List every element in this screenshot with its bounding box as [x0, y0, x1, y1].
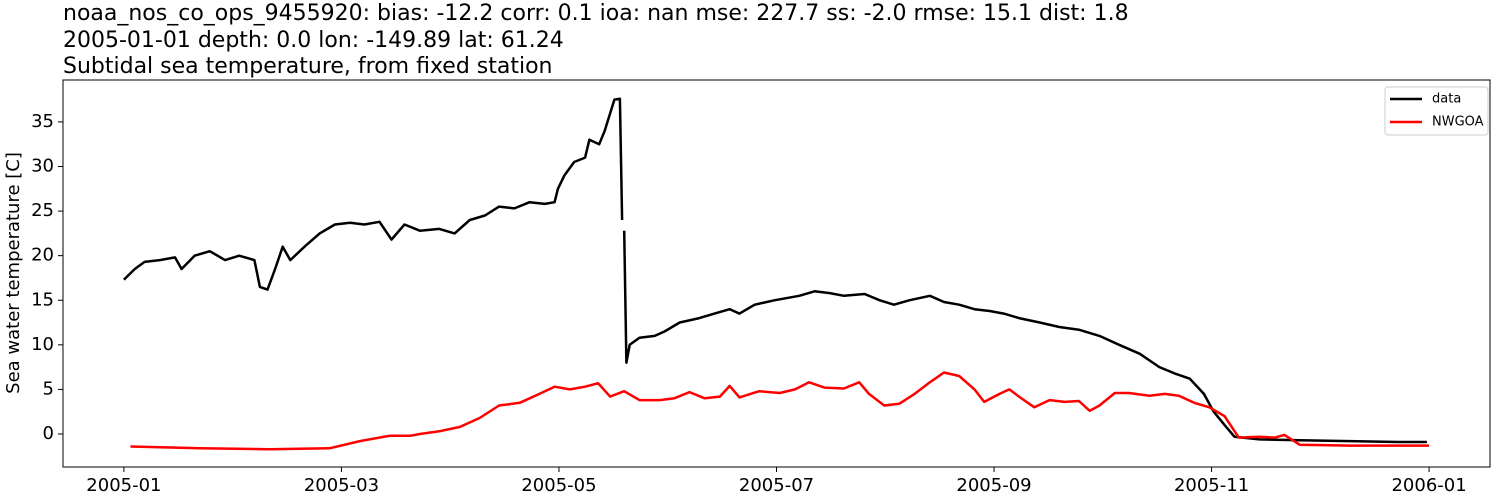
title-line: noaa_nos_co_ops_9455920: bias: -12.2 cor… [63, 1, 1129, 26]
y-axis-label: Sea water temperature [C] [3, 152, 24, 394]
y-tick-label: 10 [31, 334, 54, 355]
title-line: 2005-01-01 depth: 0.0 lon: -149.89 lat: … [63, 28, 564, 53]
legend-label: data [1432, 92, 1461, 107]
data-line [130, 371, 1430, 451]
plot-frame [62, 79, 1491, 468]
y-tick-label: 25 [31, 200, 54, 221]
y-tick-label: 0 [43, 423, 54, 444]
x-tick-label: 2005-05 [521, 475, 596, 496]
legend-label: NWGOA [1432, 115, 1484, 130]
y-tick-label: 5 [43, 378, 54, 399]
y-tick-label: 15 [31, 289, 54, 310]
x-tick-label: 2005-07 [739, 475, 814, 496]
y-tick-label: 30 [31, 155, 54, 176]
x-tick-label: 2006-01 [1391, 475, 1466, 496]
x-tick-label: 2005-01 [86, 475, 161, 496]
title-line: Subtidal sea temperature, from fixed sta… [63, 54, 553, 79]
data-line [123, 97, 624, 291]
y-tick-label: 20 [31, 245, 54, 266]
data-line [622, 230, 1427, 444]
x-tick-label: 2005-11 [1174, 475, 1249, 496]
y-tick-label: 35 [31, 111, 54, 132]
x-tick-label: 2005-03 [304, 475, 379, 496]
x-tick-label: 2005-09 [956, 475, 1031, 496]
